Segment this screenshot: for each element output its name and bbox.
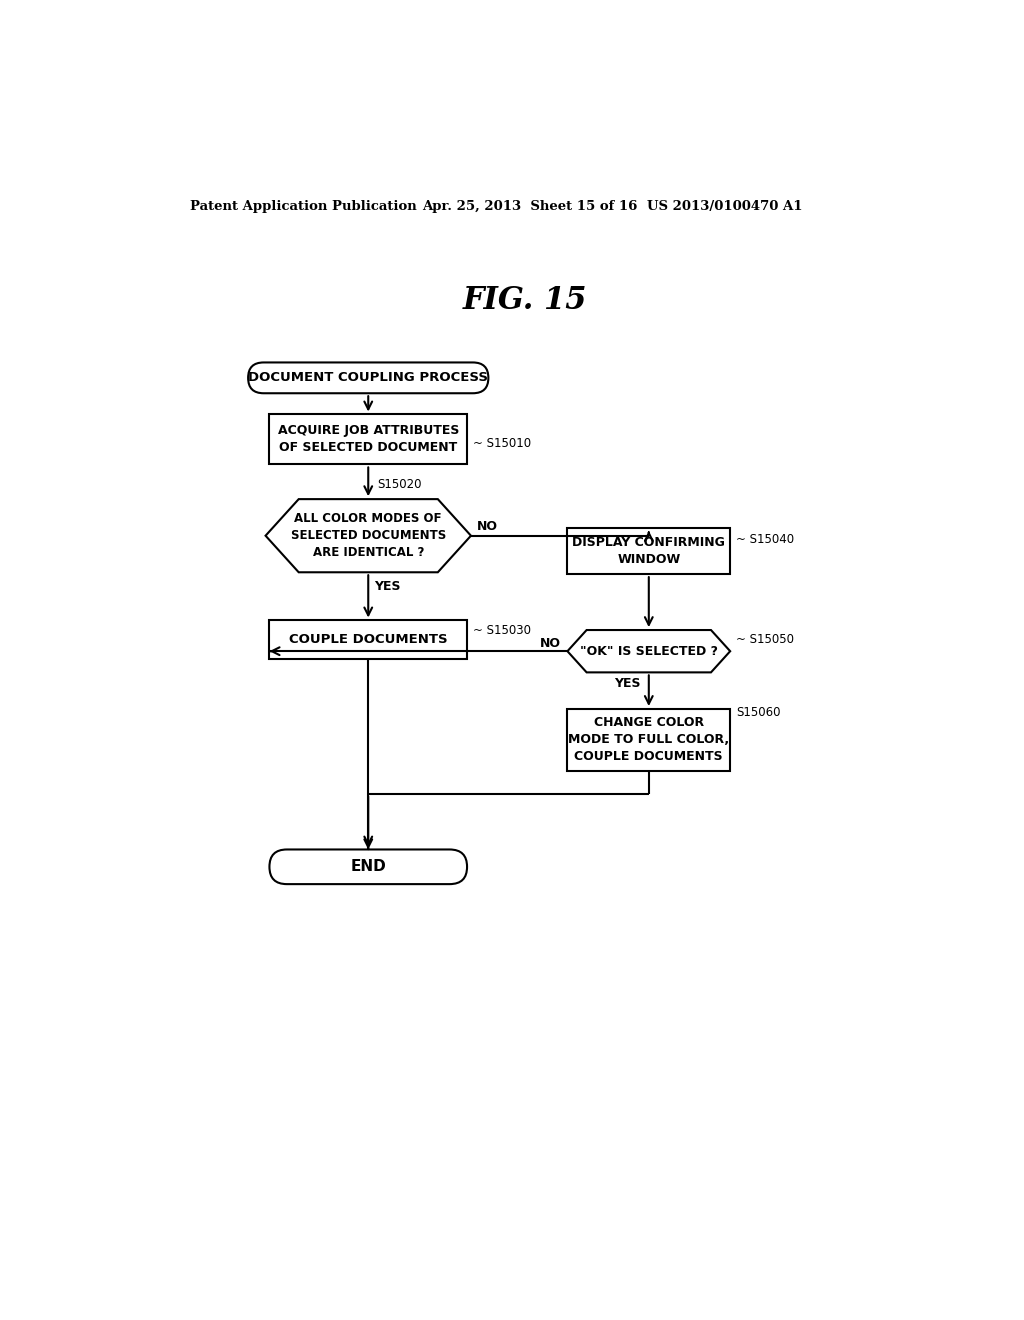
Bar	[567, 709, 730, 771]
Text: ~ S15030: ~ S15030	[473, 624, 531, 638]
Text: Apr. 25, 2013  Sheet 15 of 16: Apr. 25, 2013 Sheet 15 of 16	[423, 199, 638, 213]
Text: NO: NO	[477, 520, 498, 533]
Text: ~ S15040: ~ S15040	[736, 533, 795, 546]
Text: YES: YES	[375, 579, 401, 593]
Text: FIG. 15: FIG. 15	[463, 285, 587, 317]
Text: YES: YES	[614, 677, 640, 690]
Text: NO: NO	[541, 638, 561, 649]
Text: CHANGE COLOR
MODE TO FULL COLOR,
COUPLE DOCUMENTS: CHANGE COLOR MODE TO FULL COLOR, COUPLE …	[568, 717, 729, 763]
Text: "OK" IS SELECTED ?: "OK" IS SELECTED ?	[580, 644, 718, 657]
Text: Patent Application Publication: Patent Application Publication	[190, 199, 417, 213]
Text: ~ S15050: ~ S15050	[736, 634, 795, 647]
Text: US 2013/0100470 A1: US 2013/0100470 A1	[647, 199, 803, 213]
Text: ACQUIRE JOB ATTRIBUTES
OF SELECTED DOCUMENT: ACQUIRE JOB ATTRIBUTES OF SELECTED DOCUM…	[278, 425, 459, 454]
Text: ~ S15010: ~ S15010	[473, 437, 531, 450]
Text: END: END	[350, 859, 386, 874]
Bar	[269, 414, 467, 465]
Text: DISPLAY CONFIRMING
WINDOW: DISPLAY CONFIRMING WINDOW	[572, 536, 725, 566]
Text: S15060: S15060	[736, 706, 781, 719]
Text: ALL COLOR MODES OF
SELECTED DOCUMENTS
ARE IDENTICAL ?: ALL COLOR MODES OF SELECTED DOCUMENTS AR…	[291, 512, 445, 560]
Bar	[269, 620, 467, 659]
Text: COUPLE DOCUMENTS: COUPLE DOCUMENTS	[289, 634, 447, 647]
Text: S15020: S15020	[378, 478, 422, 491]
Text: DOCUMENT COUPLING PROCESS: DOCUMENT COUPLING PROCESS	[248, 371, 488, 384]
Bar	[567, 528, 730, 574]
